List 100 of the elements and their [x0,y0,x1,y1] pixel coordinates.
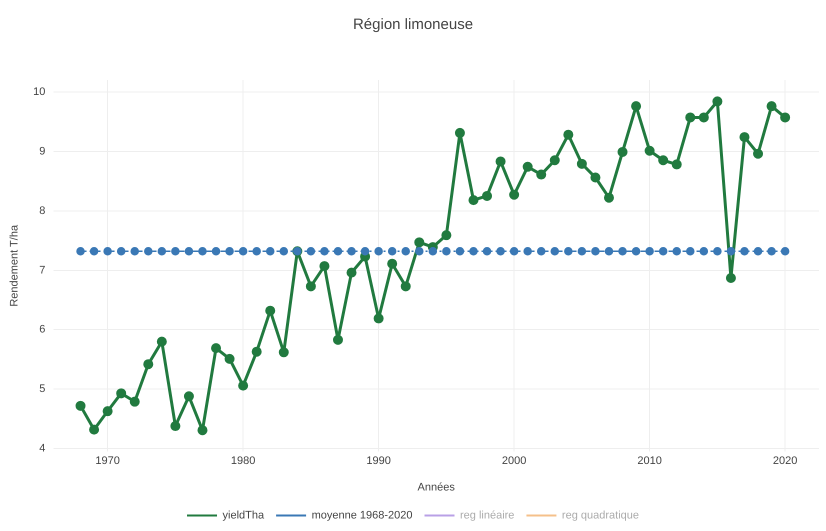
point [360,246,370,256]
point [510,246,518,256]
point [144,246,153,256]
point [590,172,600,183]
point [726,272,736,283]
chart-title: Région limoneuse [352,16,474,34]
point [197,425,208,436]
point [319,261,330,272]
y-tick-label: 5 [39,383,46,396]
point [672,159,682,170]
point [184,246,194,256]
point [212,246,220,256]
point [454,128,465,138]
point [522,162,533,172]
legend-label: yieldTha [222,510,265,522]
point [238,380,248,391]
point [536,170,546,180]
point [713,246,722,256]
point [698,112,709,122]
point [576,158,587,169]
point [712,96,722,106]
point [523,246,532,256]
point [130,246,139,256]
y-tick-label: 7 [39,264,46,276]
point [496,246,505,256]
point [578,246,586,256]
point [103,246,112,256]
point [266,246,274,256]
x-tick-label: 1980 [230,455,256,468]
point [739,132,750,142]
point [158,246,166,256]
y-axis-title: Rendement T/ha [8,224,21,307]
point [496,156,506,166]
point [278,347,289,358]
point [400,281,411,292]
point [753,148,764,159]
y-tick-label: 8 [39,204,46,217]
point [224,354,235,364]
x-axis-title: Années [418,481,456,494]
point [76,246,85,256]
point [374,313,384,324]
point [116,246,126,256]
point [686,246,695,256]
point [766,101,777,112]
point [604,192,614,203]
point [591,246,600,256]
point [102,406,113,416]
point [170,421,180,432]
point [482,246,492,256]
point [211,343,222,354]
point [754,246,762,256]
point [482,190,492,201]
x-tick-label: 2000 [502,455,526,468]
point [658,155,668,166]
point [171,246,180,256]
y-tick-label: 10 [33,86,46,98]
point [414,237,424,248]
point [780,112,790,122]
point [632,246,640,256]
legend-label: reg linéaire [460,510,514,522]
point [374,246,383,256]
point [306,246,316,256]
x-tick-label: 2010 [637,455,662,468]
point [306,281,316,292]
point [252,346,262,357]
point [658,246,668,256]
point [76,400,86,411]
point [388,246,396,256]
point [143,359,154,370]
point [550,246,560,256]
point [89,424,100,435]
point [347,246,356,256]
point [469,246,478,256]
point [252,246,261,256]
point [780,246,790,256]
point [645,246,654,256]
point [116,388,126,398]
point [280,246,288,256]
point [401,246,410,256]
point [346,268,357,278]
point [767,246,776,256]
point [618,146,628,157]
point [726,246,736,256]
y-tick-label: 9 [39,145,46,158]
point [564,246,573,256]
point [238,246,248,256]
point [332,334,343,345]
point [550,155,560,166]
point [90,246,98,256]
x-tick-label: 1970 [95,455,120,468]
point [265,306,276,316]
point [415,246,424,256]
point [225,246,234,256]
point [685,112,696,122]
point [672,246,681,256]
point [536,246,546,256]
legend-label: moyenne 1968-2020 [312,510,413,522]
point [456,246,464,256]
x-tick-label: 2020 [772,455,798,468]
point [618,246,627,256]
